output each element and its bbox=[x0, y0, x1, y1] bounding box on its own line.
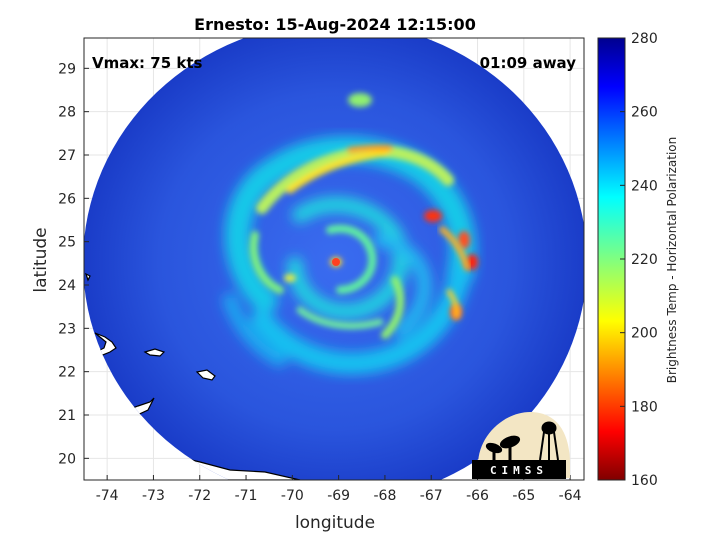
x-tick-label: -74 bbox=[96, 488, 119, 504]
colorbar-tick-label: 280 bbox=[631, 31, 658, 47]
y-tick-label: 24 bbox=[58, 278, 76, 294]
chart-title: Ernesto: 15-Aug-2024 12:15:00 bbox=[194, 15, 476, 34]
colorbar-tick-label: 160 bbox=[631, 473, 658, 489]
colorbar-ticks: 280 260 240 220 200 180 160 bbox=[620, 31, 658, 489]
y-axis-label: latitude bbox=[31, 227, 51, 292]
colorbar-tick-label: 240 bbox=[631, 178, 658, 194]
x-tick-label: -70 bbox=[281, 488, 304, 504]
y-tick-label: 27 bbox=[58, 148, 76, 164]
time-offset-label: 01:09 away bbox=[480, 54, 577, 72]
colorbar-label: Brightness Temp - Horizontal Polarizatio… bbox=[665, 137, 679, 384]
y-tick-label: 20 bbox=[58, 451, 76, 467]
colorbar-tick-label: 260 bbox=[631, 105, 658, 121]
satellite-swath-image bbox=[84, 38, 584, 480]
y-tick-label: 28 bbox=[58, 105, 76, 121]
y-tick-label: 21 bbox=[58, 408, 76, 424]
vmax-label: Vmax: 75 kts bbox=[92, 54, 202, 72]
colorbar-tick-label: 220 bbox=[631, 252, 658, 268]
x-tick-label: -68 bbox=[373, 488, 396, 504]
x-tick-label: -73 bbox=[142, 488, 165, 504]
y-tick-label: 26 bbox=[58, 191, 76, 207]
x-tick-label: -72 bbox=[188, 488, 211, 504]
y-tick-label: 25 bbox=[58, 235, 76, 251]
x-tick-label: -67 bbox=[420, 488, 443, 504]
x-axis-ticks: -74 -73 -72 -71 -70 -69 -68 -67 -66 -65 -64 bbox=[96, 475, 582, 504]
x-axis-label: longitude bbox=[295, 513, 375, 533]
x-tick-label: -71 bbox=[235, 488, 258, 504]
x-tick-label: -64 bbox=[559, 488, 582, 504]
y-tick-label: 23 bbox=[58, 321, 76, 337]
colorbar-tick-label: 200 bbox=[631, 326, 658, 342]
cimss-logo-text: CIMSS bbox=[490, 464, 548, 477]
axes-frame bbox=[83, 37, 585, 481]
x-tick-label: -69 bbox=[327, 488, 350, 504]
y-tick-label: 22 bbox=[58, 365, 76, 381]
x-tick-label: -66 bbox=[466, 488, 489, 504]
colorbar-tick-label: 180 bbox=[631, 399, 658, 415]
cimss-logo: CIMSS bbox=[472, 412, 570, 479]
y-tick-label: 29 bbox=[58, 61, 76, 77]
y-axis-ticks: 29 28 27 26 25 24 23 22 21 20 bbox=[58, 61, 89, 467]
x-tick-label: -65 bbox=[512, 488, 535, 504]
